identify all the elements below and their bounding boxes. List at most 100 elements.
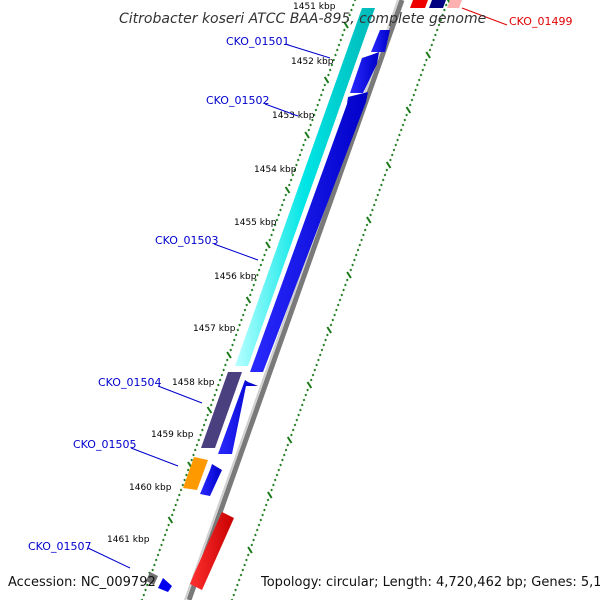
cds-arrow-reverse-red[interactable] [190,512,234,590]
minor-tick [444,3,448,7]
cyan-feature-cko-01501-01503[interactable] [235,8,375,366]
minor-tick [389,158,392,162]
minor-tick [204,418,208,422]
minor-tick [179,488,183,492]
minor-tick [256,273,259,277]
major-tick [405,106,412,114]
cds-arrow-cko-01501[interactable] [371,30,390,52]
minor-tick [252,283,256,287]
minor-tick [291,173,295,177]
minor-tick [398,133,401,137]
minor-tick [176,498,179,502]
gene-label-leaders [87,43,331,569]
minor-tick [307,128,311,132]
major-tick [286,436,293,444]
minor-tick [430,43,434,47]
minor-tick [277,468,281,472]
minor-tick [280,203,284,207]
cds-arrow-cko-01507[interactable] [158,578,172,592]
major-tick [385,161,392,169]
scale-label: 1457 kbp [193,324,236,334]
navy-feature-top[interactable] [429,0,446,8]
major-tick [265,241,271,249]
minor-tick [193,448,197,452]
minor-tick [264,248,268,252]
cds-arrow-cko-01504[interactable] [218,380,258,454]
minor-tick [330,63,334,67]
red-feature-top[interactable] [410,0,428,8]
minor-tick [199,433,202,437]
cds-arrow-cko-01502[interactable] [350,52,379,93]
minor-tick [231,343,234,347]
gene-label-cko-01502[interactable]: CKO_01502 [206,94,269,107]
minor-tick [437,23,441,27]
minor-tick [351,3,355,7]
minor-tick [337,43,341,47]
scale-label: 1451 kbp [293,2,336,12]
major-tick [245,296,252,304]
minor-tick [273,223,277,227]
minor-tick [186,468,190,472]
minor-tick [275,473,279,477]
minor-tick [399,128,403,132]
minor-tick [218,378,222,382]
minor-tick [261,258,265,262]
minor-tick [172,508,176,512]
minor-tick [296,158,300,162]
minor-tick [254,533,257,537]
minor-tick [245,558,248,562]
orange-feature-cko-01505[interactable] [183,457,208,490]
minor-tick [232,338,236,342]
minor-tick [142,593,146,597]
minor-tick [293,423,297,427]
gene-label-cko-01507[interactable]: CKO_01507 [28,540,91,553]
minor-tick [291,428,295,432]
minor-tick [243,563,246,567]
minor-tick [264,503,268,507]
minor-tick [177,493,181,497]
major-tick [267,491,273,499]
minor-tick [216,383,220,387]
cds-arrow-cko-01503[interactable] [250,92,368,372]
minor-tick [322,343,326,347]
minor-tick [266,498,270,502]
purple-feature-cko-01504[interactable] [201,372,242,448]
gene-label-cko-01499[interactable]: CKO_01499 [509,15,572,28]
gene-label-cko-01504[interactable]: CKO_01504 [98,376,161,389]
map-title: Citrobacter koseri ATCC BAA-895, complet… [119,11,486,27]
pink-feature-top[interactable] [447,0,462,8]
minor-tick [327,73,330,77]
minor-tick [200,428,204,432]
minor-tick [158,548,162,552]
minor-tick [338,298,342,302]
minor-tick [396,138,399,142]
major-tick [206,406,213,414]
gene-label-cko-01501[interactable]: CKO_01501 [226,35,289,48]
minor-tick [259,518,263,522]
backbone [184,0,405,600]
minor-tick [313,368,317,372]
minor-tick [371,208,374,212]
minor-tick [405,113,408,117]
inner-tick-track [140,0,357,600]
minor-tick [441,13,444,17]
minor-tick [284,448,288,452]
minor-tick [183,478,186,482]
gene-label-cko-01503[interactable]: CKO_01503 [155,234,218,247]
topology-summary: Topology: circular; Length: 4,720,462 bp… [260,575,600,590]
minor-tick [234,588,237,592]
gene-label-cko-01505[interactable]: CKO_01505 [73,438,136,451]
minor-tick [156,553,160,557]
minor-tick [257,268,261,272]
minor-tick [213,393,217,397]
minor-tick [192,453,195,457]
minor-tick [300,403,304,407]
minor-tick [238,323,241,327]
minor-tick [329,323,333,327]
cds-arrow-cko-01505[interactable] [200,464,222,496]
major-tick [304,131,310,139]
minor-tick [417,78,421,82]
minor-tick [319,93,323,97]
gray-feature-cko-01507[interactable] [146,572,158,585]
minor-tick [181,483,185,487]
